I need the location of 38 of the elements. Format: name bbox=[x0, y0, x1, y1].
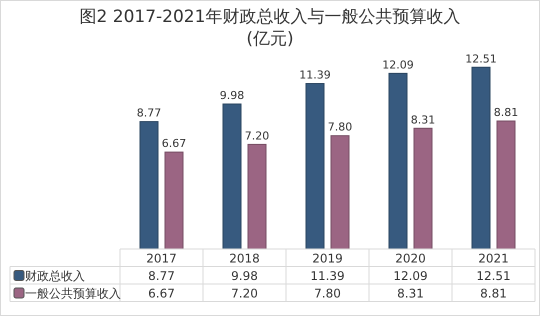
bar bbox=[140, 121, 158, 250]
bar bbox=[306, 83, 324, 250]
data-label: 12.51 bbox=[476, 269, 511, 283]
text: 8.81 bbox=[494, 106, 518, 120]
x-tick-label: 2021 bbox=[478, 252, 509, 266]
bar bbox=[248, 144, 266, 250]
legend-label: 财政总收入 bbox=[25, 269, 85, 283]
text: 7.80 bbox=[328, 120, 352, 134]
bar bbox=[330, 135, 350, 250]
bar bbox=[414, 128, 432, 250]
data-label: 8.77 bbox=[148, 269, 175, 283]
data-label: 8.81 bbox=[480, 286, 507, 300]
x-tick-label: 2020 bbox=[395, 252, 426, 266]
chart-title: 图2 2017-2021年财政总收入与一般公共预算收入 (亿元) bbox=[80, 7, 460, 49]
x-tick-label: 2019 bbox=[312, 252, 343, 266]
bar bbox=[388, 72, 408, 250]
legend-label: 一般公共预算收入 bbox=[25, 286, 121, 300]
text: 12.09 bbox=[382, 58, 414, 72]
bar bbox=[496, 120, 516, 250]
text: 8.31 bbox=[410, 113, 436, 126]
text: 6.67 bbox=[162, 137, 186, 150]
x-tick-label: 2018 bbox=[229, 252, 260, 266]
data-label: 9.98 bbox=[231, 269, 258, 283]
text: 8.77 bbox=[136, 106, 162, 120]
text: 12.51 bbox=[465, 52, 497, 66]
text: 11.39 bbox=[299, 68, 331, 82]
data-label: 11.39 bbox=[310, 269, 345, 283]
data-label: 12.09 bbox=[393, 269, 428, 283]
bar bbox=[222, 104, 242, 250]
bar bbox=[472, 66, 490, 250]
x-tick-label: 2017 bbox=[146, 252, 177, 266]
data-label: 7.20 bbox=[231, 286, 258, 300]
bar bbox=[164, 152, 184, 250]
data-label: 6.67 bbox=[148, 286, 175, 300]
text: 7.20 bbox=[244, 129, 270, 142]
text: 9.98 bbox=[220, 89, 244, 102]
data-label: 7.80 bbox=[314, 286, 341, 300]
data-label: 8.31 bbox=[397, 286, 424, 300]
